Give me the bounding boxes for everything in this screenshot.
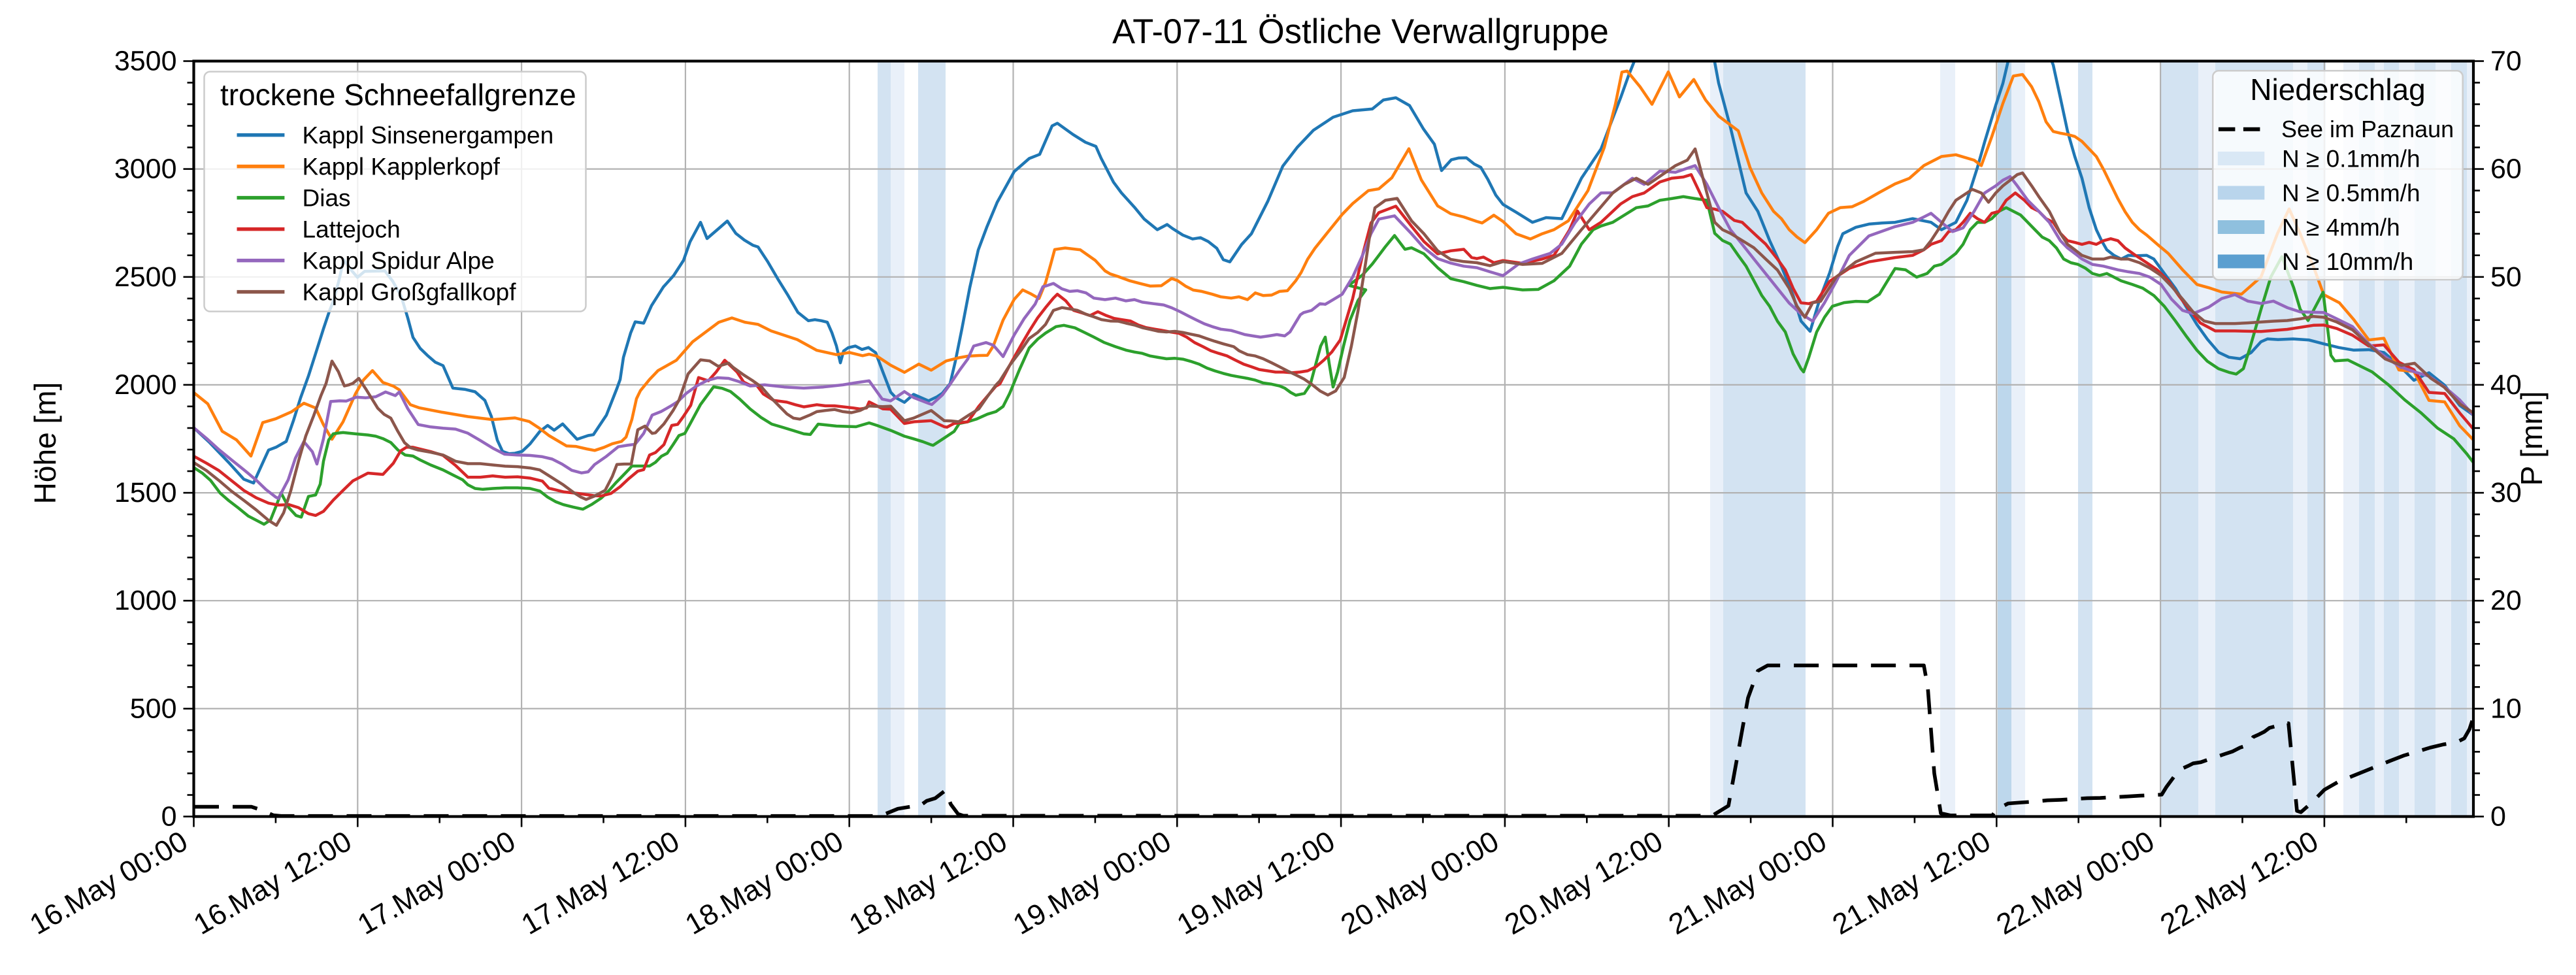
svg-text:Kappl Kapplerkopf: Kappl Kapplerkopf <box>303 154 501 180</box>
svg-text:0: 0 <box>2490 801 2506 833</box>
svg-text:2500: 2500 <box>114 261 177 293</box>
svg-text:500: 500 <box>130 693 177 724</box>
svg-text:2000: 2000 <box>114 369 177 401</box>
svg-text:N ≥ 0.1mm/h: N ≥ 0.1mm/h <box>2282 146 2420 173</box>
svg-text:70: 70 <box>2490 46 2522 77</box>
svg-text:10: 10 <box>2490 693 2522 724</box>
svg-text:Lattejoch: Lattejoch <box>303 216 401 243</box>
svg-text:30: 30 <box>2490 477 2522 508</box>
svg-text:Kappl Spidur Alpe: Kappl Spidur Alpe <box>303 248 495 274</box>
svg-text:1500: 1500 <box>114 477 177 508</box>
svg-text:3000: 3000 <box>114 154 177 185</box>
svg-text:20: 20 <box>2490 585 2522 616</box>
svg-text:Niederschlag: Niederschlag <box>2250 73 2425 107</box>
svg-text:40: 40 <box>2490 369 2522 401</box>
svg-text:P [mm]: P [mm] <box>2515 391 2549 486</box>
svg-text:N ≥ 4mm/h: N ≥ 4mm/h <box>2282 214 2400 241</box>
svg-text:trockene Schneefallgrenze: trockene Schneefallgrenze <box>220 78 576 112</box>
svg-text:0: 0 <box>161 801 177 833</box>
svg-text:Kappl Sinsenergampen: Kappl Sinsenergampen <box>303 122 554 149</box>
svg-text:N ≥ 0.5mm/h: N ≥ 0.5mm/h <box>2282 180 2420 207</box>
svg-text:1000: 1000 <box>114 585 177 616</box>
svg-text:N ≥ 10mm/h: N ≥ 10mm/h <box>2282 248 2413 275</box>
svg-text:3500: 3500 <box>114 46 177 77</box>
svg-text:See im Paznaun: See im Paznaun <box>2281 116 2454 142</box>
svg-text:Dias: Dias <box>303 185 351 212</box>
svg-text:AT-07-11 Östliche Verwallgrupp: AT-07-11 Östliche Verwallgruppe <box>1112 12 1609 51</box>
svg-text:50: 50 <box>2490 261 2522 293</box>
svg-text:Höhe [m]: Höhe [m] <box>28 382 62 504</box>
svg-text:60: 60 <box>2490 154 2522 185</box>
svg-text:Kappl Großgfallkopf: Kappl Großgfallkopf <box>303 279 517 306</box>
